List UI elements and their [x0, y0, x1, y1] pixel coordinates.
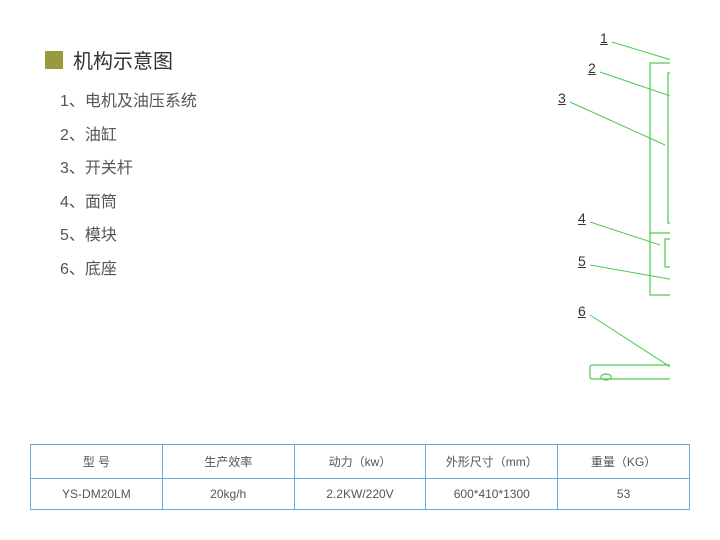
- table-header-cell: 外形尺寸（mm）: [426, 445, 558, 479]
- table-cell: 53: [558, 479, 690, 510]
- machine-diagram-svg: [290, 25, 670, 425]
- table-row: YS-DM20LM20kg/h2.2KW/220V600*410*130053: [31, 479, 690, 510]
- table-header-cell: 动力（kw）: [294, 445, 426, 479]
- callout-number: 6: [578, 303, 586, 319]
- legend-list: 1、电机及油压系统2、油缸3、开关杆4、面筒5、模块6、底座: [60, 85, 197, 287]
- table-cell: 600*410*1300: [426, 479, 558, 510]
- table-header-row: 型 号生产效率动力（kw）外形尺寸（mm）重量（KG）: [31, 445, 690, 479]
- title-text: 机构示意图: [73, 45, 173, 74]
- table-header-cell: 重量（KG）: [558, 445, 690, 479]
- callout-number: 5: [578, 253, 586, 269]
- table-cell: 20kg/h: [162, 479, 294, 510]
- callout-number: 4: [578, 210, 586, 226]
- legend-item: 2、油缸: [60, 119, 197, 153]
- legend-item: 5、模块: [60, 219, 197, 253]
- spec-table-wrap: 型 号生产效率动力（kw）外形尺寸（mm）重量（KG） YS-DM20LM20k…: [30, 444, 690, 510]
- legend-item: 6、底座: [60, 253, 197, 287]
- callout-number: 2: [588, 60, 596, 76]
- table-cell: YS-DM20LM: [31, 479, 163, 510]
- table-body: YS-DM20LM20kg/h2.2KW/220V600*410*130053: [31, 479, 690, 510]
- table-header-cell: 生产效率: [162, 445, 294, 479]
- diagram: 12 3 4 5 6: [290, 25, 670, 425]
- legend-item: 1、电机及油压系统: [60, 85, 197, 119]
- title-row: 机构示意图: [45, 45, 173, 74]
- legend-item: 4、面筒: [60, 186, 197, 220]
- table-header-cell: 型 号: [31, 445, 163, 479]
- table-cell: 2.2KW/220V: [294, 479, 426, 510]
- callout-number: 3: [558, 90, 566, 106]
- title-square-icon: [45, 51, 63, 69]
- legend-item: 3、开关杆: [60, 152, 197, 186]
- spec-table: 型 号生产效率动力（kw）外形尺寸（mm）重量（KG） YS-DM20LM20k…: [30, 444, 690, 510]
- callout-number: 1: [600, 30, 608, 46]
